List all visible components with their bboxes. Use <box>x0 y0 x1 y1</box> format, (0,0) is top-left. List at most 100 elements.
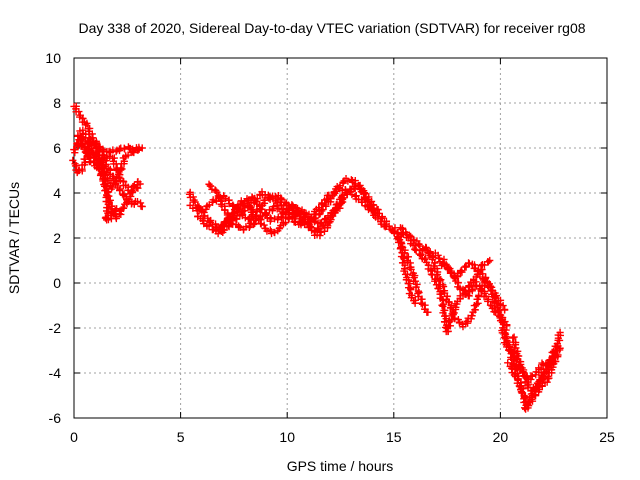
data-point <box>439 302 447 310</box>
data-point <box>290 213 299 221</box>
data-point <box>528 372 536 380</box>
data-point <box>467 311 476 320</box>
data-point <box>113 166 121 174</box>
data-point <box>339 198 347 206</box>
data-point <box>368 207 377 215</box>
data-point <box>229 202 238 210</box>
data-point <box>499 301 507 310</box>
chart-title: Day 338 of 2020, Sidereal Day-to-day VTE… <box>78 20 585 36</box>
data-point <box>380 222 388 230</box>
data-point <box>457 267 465 275</box>
data-point <box>477 286 485 294</box>
y-axis-label: SDTVAR / TECUs <box>6 182 22 294</box>
data-point <box>205 222 213 230</box>
data-point <box>225 200 233 208</box>
series-track <box>504 351 562 410</box>
data-point <box>451 315 459 323</box>
data-point <box>116 186 124 194</box>
data-point <box>398 225 406 233</box>
data-point <box>225 218 234 227</box>
data-point <box>80 142 88 150</box>
data-point <box>101 187 109 195</box>
data-point <box>134 146 142 154</box>
series-track <box>396 224 494 336</box>
series-track <box>76 126 121 224</box>
data-point <box>400 267 408 275</box>
y-tick-label: -2 <box>49 320 62 336</box>
grid-lines <box>74 58 607 418</box>
data-point <box>537 364 545 372</box>
data-point <box>449 310 457 318</box>
data-point <box>459 285 467 294</box>
series-track <box>509 333 564 384</box>
data-point <box>412 283 420 291</box>
data-point <box>417 251 425 259</box>
data-point <box>433 270 441 279</box>
data-point <box>212 186 220 195</box>
data-point <box>364 205 373 214</box>
data-point <box>424 308 432 316</box>
data-point <box>517 388 526 396</box>
data-point <box>94 145 102 153</box>
data-point <box>464 259 473 267</box>
data-point <box>503 322 511 330</box>
y-tick-label: -6 <box>49 410 62 426</box>
data-point <box>501 306 509 314</box>
data-point <box>523 374 531 382</box>
data-point <box>538 359 546 367</box>
data-point <box>480 261 489 269</box>
data-point <box>270 215 279 223</box>
data-point <box>417 299 425 307</box>
data-point <box>511 372 520 381</box>
data-point <box>438 301 446 309</box>
data-point <box>85 134 93 142</box>
data-point <box>310 227 319 235</box>
data-point <box>339 191 347 199</box>
data-point <box>206 182 214 190</box>
data-point <box>112 165 120 173</box>
y-tick-label: 6 <box>53 140 61 156</box>
series-track <box>214 188 347 238</box>
data-point <box>407 265 415 274</box>
x-tick-label: 10 <box>279 429 295 445</box>
data-point <box>400 255 408 263</box>
data-point <box>446 322 455 330</box>
data-point <box>281 219 290 227</box>
data-point <box>435 254 443 262</box>
x-tick-label: 5 <box>177 429 185 445</box>
data-point <box>91 140 99 149</box>
data-point <box>273 199 281 207</box>
data-point <box>127 186 136 194</box>
data-point <box>199 216 207 224</box>
data-point <box>411 299 419 307</box>
data-point <box>185 190 194 198</box>
data-point <box>544 372 552 380</box>
data-point <box>517 358 525 366</box>
y-tick-label: 0 <box>53 275 61 291</box>
data-point <box>260 221 268 229</box>
data-point <box>234 222 243 230</box>
data-point <box>464 292 472 300</box>
data-point <box>265 194 273 202</box>
data-point <box>549 363 557 371</box>
data-point <box>130 181 138 189</box>
data-point <box>484 258 492 266</box>
x-tick-labels: 0 5 10 15 20 25 <box>70 429 615 445</box>
data-point <box>446 304 455 312</box>
data-point <box>138 144 146 152</box>
data-point <box>411 245 419 254</box>
data-point <box>120 157 128 165</box>
data-point <box>119 204 127 212</box>
x-tick-label: 0 <box>70 429 78 445</box>
data-point <box>556 344 564 352</box>
y-tick-label: 2 <box>53 230 61 246</box>
data-point <box>554 351 562 359</box>
y-tick-label: 8 <box>53 95 61 111</box>
y-tick-label: 10 <box>45 50 61 66</box>
data-point <box>213 188 221 196</box>
data-point <box>129 183 137 191</box>
data-point <box>191 198 199 206</box>
data-point <box>472 281 480 289</box>
data-point <box>81 148 89 156</box>
data-point <box>115 173 123 181</box>
